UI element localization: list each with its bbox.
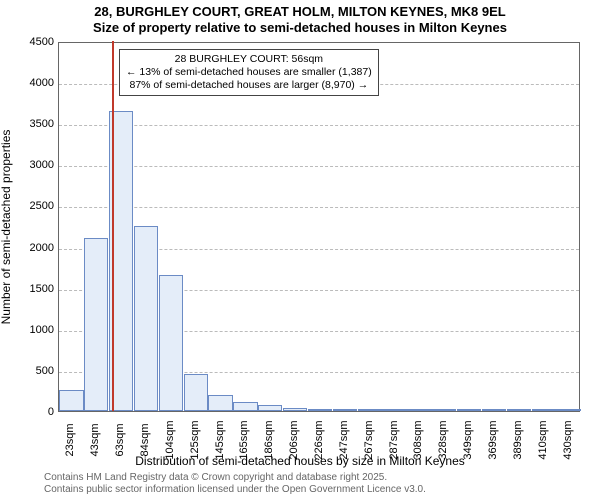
ytick-label: 500 <box>10 365 54 377</box>
ytick-label: 3000 <box>10 159 54 171</box>
xtick-label: 349sqm <box>462 420 474 459</box>
ytick-label: 4000 <box>10 77 54 89</box>
gridline <box>59 207 579 208</box>
xtick-label: 287sqm <box>388 420 400 459</box>
xtick-label: 226sqm <box>313 420 325 459</box>
ytick-label: 4500 <box>10 36 54 48</box>
xtick-label: 165sqm <box>238 420 250 459</box>
histogram-bar <box>134 226 158 411</box>
ytick-label: 1500 <box>10 283 54 295</box>
gridline <box>59 125 579 126</box>
ytick-label: 1000 <box>10 324 54 336</box>
histogram-bar <box>159 275 183 411</box>
xtick-label: 125sqm <box>189 420 201 459</box>
xtick-label: 206sqm <box>288 420 300 459</box>
histogram-bar <box>407 409 431 411</box>
xtick-label: 267sqm <box>363 420 375 459</box>
xtick-label: 410sqm <box>537 420 549 459</box>
histogram-bar <box>358 409 382 411</box>
xtick-label: 23sqm <box>64 423 76 456</box>
xtick-label: 369sqm <box>487 420 499 459</box>
xtick-label: 43sqm <box>89 423 101 456</box>
histogram-bar <box>283 408 307 411</box>
title-line1: 28, BURGHLEY COURT, GREAT HOLM, MILTON K… <box>0 4 600 19</box>
chart-plot-area: 28 BURGHLEY COURT: 56sqm← 13% of semi-de… <box>58 42 580 412</box>
xtick-label: 308sqm <box>412 420 424 459</box>
attribution-line2: Contains public sector information licen… <box>44 484 426 496</box>
histogram-bar <box>507 409 531 411</box>
ytick-label: 2000 <box>10 242 54 254</box>
histogram-bar <box>482 409 506 411</box>
xtick-label: 430sqm <box>562 420 574 459</box>
xtick-label: 84sqm <box>139 423 151 456</box>
xtick-label: 145sqm <box>214 420 226 459</box>
histogram-bar <box>84 238 108 411</box>
annotation-line: ← 13% of semi-detached houses are smalle… <box>126 66 372 79</box>
histogram-bar <box>233 402 257 411</box>
histogram-bar <box>258 405 282 411</box>
annotation-line: 87% of semi-detached houses are larger (… <box>126 79 372 92</box>
marker-line <box>112 41 114 411</box>
ytick-label: 2500 <box>10 200 54 212</box>
xtick-label: 104sqm <box>164 420 176 459</box>
histogram-bar <box>382 409 406 411</box>
ytick-label: 3500 <box>10 118 54 130</box>
gridline <box>59 166 579 167</box>
xtick-label: 389sqm <box>512 420 524 459</box>
xtick-label: 247sqm <box>338 420 350 459</box>
histogram-bar <box>333 409 357 411</box>
attribution-line1: Contains HM Land Registry data © Crown c… <box>44 472 387 484</box>
annotation-box: 28 BURGHLEY COURT: 56sqm← 13% of semi-de… <box>119 49 379 96</box>
xtick-label: 186sqm <box>263 420 275 459</box>
annotation-line: 28 BURGHLEY COURT: 56sqm <box>126 53 372 66</box>
histogram-bar <box>556 409 580 411</box>
ytick-label: 0 <box>10 406 54 418</box>
histogram-bar <box>457 409 481 411</box>
title-line2: Size of property relative to semi-detach… <box>0 20 600 35</box>
xtick-label: 328sqm <box>437 420 449 459</box>
histogram-bar <box>308 409 332 411</box>
histogram-bar <box>59 390 83 411</box>
xtick-label: 63sqm <box>114 423 126 456</box>
histogram-bar <box>532 409 556 411</box>
histogram-bar <box>432 409 456 411</box>
histogram-bar <box>208 395 232 411</box>
histogram-bar <box>184 374 208 411</box>
